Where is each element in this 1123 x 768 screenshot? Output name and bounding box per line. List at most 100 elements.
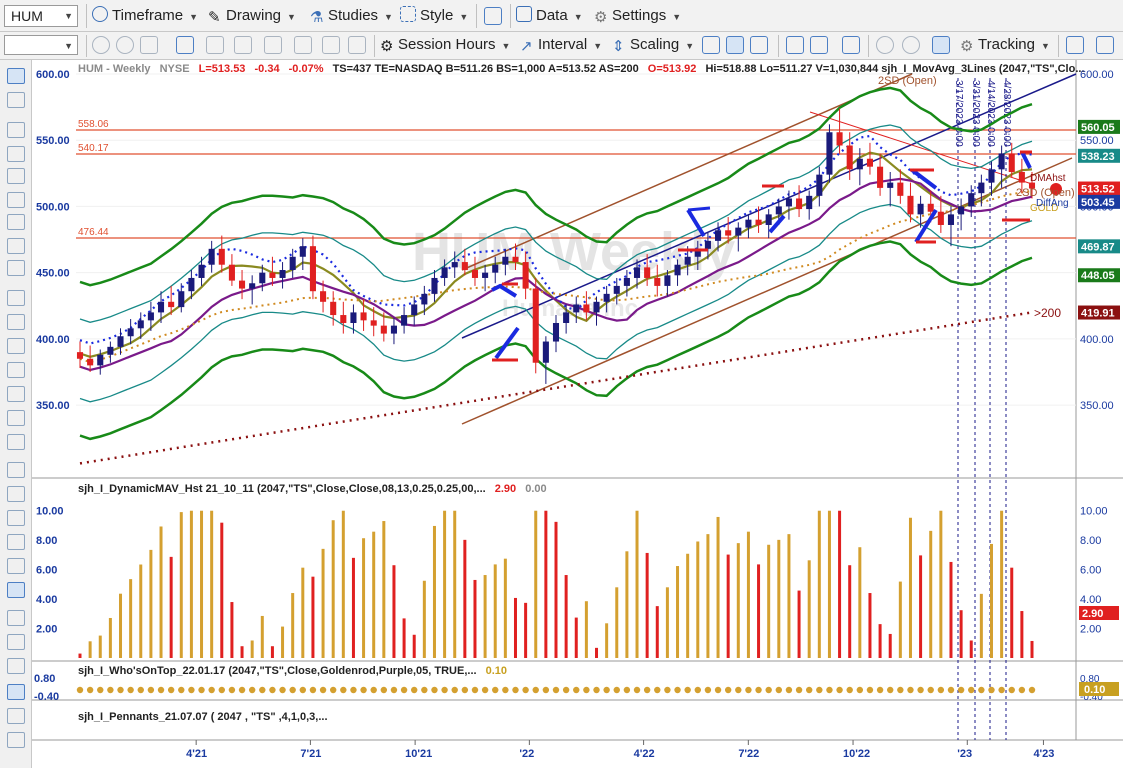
arc-icon[interactable] <box>7 462 25 478</box>
expand-bars-icon[interactable] <box>810 36 828 54</box>
fib-icon[interactable] <box>7 260 25 276</box>
hist-badge-text: 2.90 <box>1082 608 1103 620</box>
candle-body <box>927 203 934 212</box>
andrews-icon[interactable] <box>7 410 25 426</box>
drawing-menu[interactable]: ✎ Drawing ▼ <box>208 5 296 27</box>
ray-icon[interactable] <box>7 168 25 184</box>
candlestick-series[interactable] <box>76 108 1036 384</box>
template-select[interactable]: ▼ <box>4 35 78 55</box>
candle-body <box>745 219 752 228</box>
crosshair-icon[interactable] <box>7 92 25 108</box>
session-hours-menu[interactable]: ⚙ Session Hours ▼ <box>380 34 510 56</box>
compress-bars-icon[interactable] <box>786 36 804 54</box>
parallel-lines-icon[interactable] <box>7 214 25 230</box>
fib-retracement-icon[interactable] <box>7 314 25 330</box>
interval-menu[interactable]: ↗ Interval ▼ <box>520 34 602 56</box>
gann-icon[interactable] <box>7 386 25 402</box>
drawing-object-icon[interactable] <box>7 684 25 700</box>
layout-icon[interactable] <box>484 7 502 25</box>
add-study-icon[interactable] <box>1066 36 1084 54</box>
settings-label: Settings <box>612 7 667 24</box>
zoom-in-icon[interactable] <box>876 36 894 54</box>
arrow-up-icon[interactable] <box>7 510 25 526</box>
vertical-lines-icon[interactable] <box>7 290 25 306</box>
grid-icon[interactable] <box>932 36 950 54</box>
zoom-icon[interactable] <box>176 36 194 54</box>
chevron-down-icon[interactable]: ▼ <box>64 11 73 21</box>
ellipse-icon[interactable] <box>7 534 25 550</box>
gridlines <box>76 73 1076 406</box>
time-tick-label: 7'22 <box>738 748 759 760</box>
layout-icon[interactable] <box>842 36 860 54</box>
gear-icon[interactable] <box>348 36 366 54</box>
text-label-icon[interactable] <box>7 708 25 724</box>
bar-chart-icon[interactable] <box>702 36 720 54</box>
style-menu[interactable]: Style ▼ <box>400 5 468 27</box>
refresh-icon[interactable] <box>92 36 110 54</box>
who-dot <box>157 686 165 694</box>
settings-grid-icon[interactable] <box>322 36 340 54</box>
rectangle-icon[interactable] <box>7 558 25 574</box>
snap-icon[interactable] <box>7 658 25 674</box>
timeframe-label: Timeframe <box>112 7 184 24</box>
who-dot <box>684 686 691 694</box>
channel-icon[interactable] <box>7 192 25 208</box>
style-label: Style <box>420 7 454 24</box>
candlestick-icon[interactable] <box>726 36 744 54</box>
chevron-down-icon[interactable]: ▼ <box>64 41 73 51</box>
chart-settings-icon[interactable] <box>1096 36 1114 54</box>
delete-drawings-icon[interactable] <box>7 634 25 650</box>
candle-body <box>360 312 367 321</box>
time-axis[interactable]: 4'21 7'21 10'21 '22 4'22 7'22 10'22 '23 4'23 <box>186 740 1054 760</box>
hist-bar <box>1010 567 1014 658</box>
arrow-down-icon[interactable] <box>7 486 25 502</box>
price-tick-right: 400.00 <box>1080 334 1114 346</box>
whos-on-top-series <box>76 686 1036 694</box>
data-menu[interactable]: Data ▼ <box>516 5 583 27</box>
circle-icon[interactable] <box>7 238 25 254</box>
tracking-menu[interactable]: ⚙ Tracking ▼ <box>960 34 1050 56</box>
regression-icon[interactable] <box>7 434 25 450</box>
candle-body <box>623 277 630 286</box>
ma-blue-dotted <box>79 134 1033 345</box>
pencil-icon[interactable] <box>7 146 25 162</box>
chart-area[interactable]: HUM Weekly Humana Inc 558.06 540.17 476.… <box>32 60 1123 768</box>
who-dot <box>441 686 448 694</box>
header-change: -0.34 <box>255 63 281 75</box>
chart-add-icon[interactable] <box>140 36 158 54</box>
zoom-out-icon[interactable] <box>902 36 920 54</box>
hist-bar <box>200 510 204 658</box>
scaling-menu[interactable]: ⇕ Scaling ▼ <box>612 34 694 56</box>
candle-body <box>127 328 134 337</box>
who-dot <box>431 686 438 694</box>
eraser-icon[interactable] <box>7 610 25 626</box>
candle-body <box>593 301 600 313</box>
image-icon[interactable] <box>264 36 282 54</box>
hist-bar <box>706 534 710 658</box>
trendline-blue[interactable] <box>461 73 1077 339</box>
header-symbol: HUM - Weekly <box>78 63 151 75</box>
text-icon[interactable] <box>7 582 25 598</box>
expand-icon[interactable] <box>7 732 25 748</box>
hist-bar <box>169 556 173 658</box>
symbol-input[interactable]: HUM ▼ <box>4 5 78 27</box>
settings-menu[interactable]: ⚙ Settings ▼ <box>594 5 681 27</box>
timeframe-menu[interactable]: Timeframe ▼ <box>92 5 198 27</box>
who-dot <box>208 686 215 694</box>
hist-bar <box>119 593 123 658</box>
draw-tool-icon[interactable] <box>234 36 252 54</box>
studies-menu[interactable]: ⚗ Studies ▼ <box>310 5 393 27</box>
trendline-icon[interactable] <box>7 122 25 138</box>
fib-extension-icon[interactable] <box>7 338 25 354</box>
calendar-icon[interactable] <box>206 36 224 54</box>
edit-icon[interactable] <box>294 36 312 54</box>
hist-bar <box>848 565 852 658</box>
hist-bar <box>534 510 538 658</box>
chevron-down-icon: ▼ <box>287 12 296 22</box>
sync-icon[interactable] <box>116 36 134 54</box>
speed-lines-icon[interactable] <box>7 362 25 378</box>
hollow-candle-icon[interactable] <box>750 36 768 54</box>
channel-upper-line[interactable] <box>461 73 913 271</box>
pointer-icon[interactable] <box>7 68 25 84</box>
gear-icon: ⚙ <box>380 38 394 55</box>
